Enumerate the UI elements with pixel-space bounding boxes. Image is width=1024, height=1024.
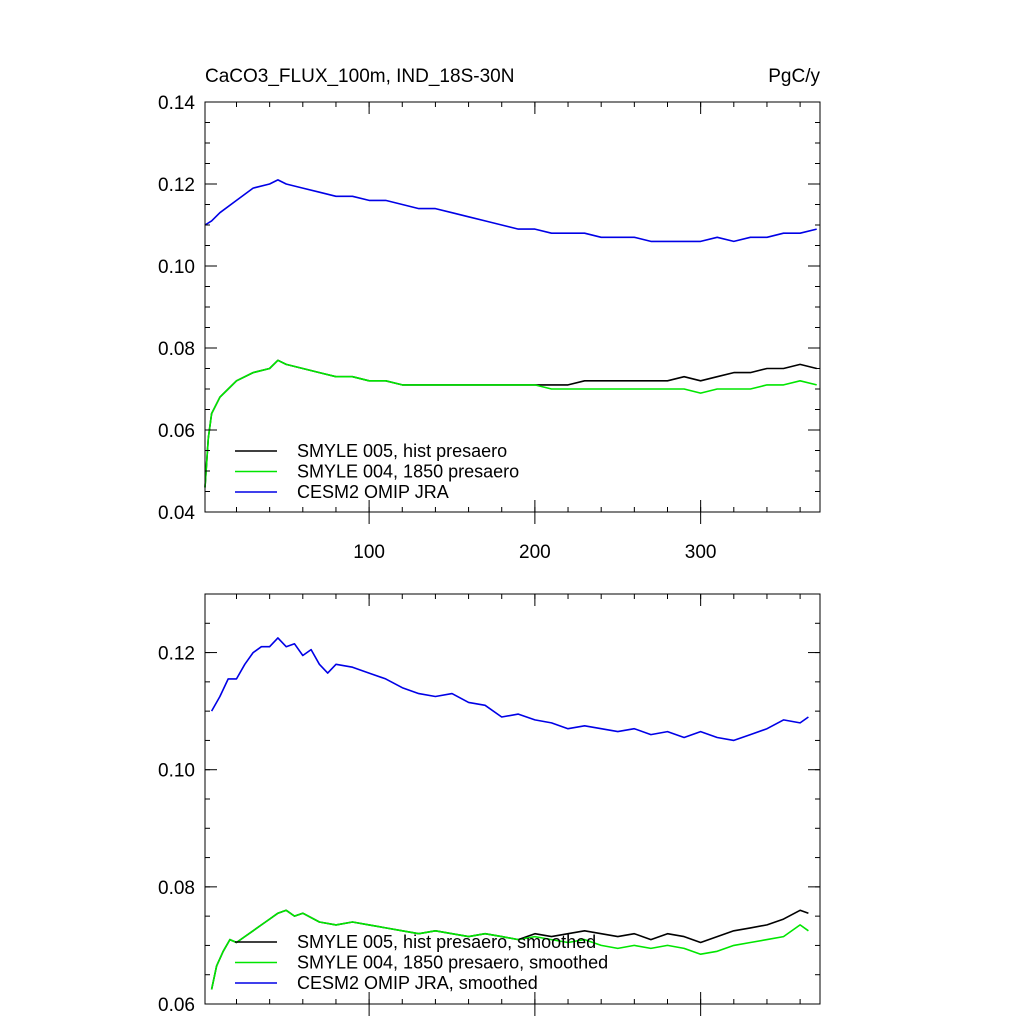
y-tick-label: 0.10 [158,257,195,278]
y-tick-label: 0.08 [158,878,195,899]
plot-frame [204,593,821,1005]
y-tick-label: 0.08 [158,339,195,360]
y-tick-label: 0.12 [158,644,195,665]
legend-label: SMYLE 005, hist presaero [297,441,507,461]
tick-layer: 0.06 0.08 0.10 0.12 [158,593,820,1016]
y-tick-label: 0.14 [158,93,195,114]
y-tick-label: 0.04 [158,503,195,524]
y-tick-label: 0.12 [158,175,195,196]
x-tick-label: 200 [519,542,551,563]
series-layer [210,637,809,990]
units-label: PgC/y [768,66,820,87]
x-tick-label: 300 [685,542,717,563]
legend-label: SMYLE 004, 1850 presaero, smoothed [297,953,608,973]
tick-layer: 0.04 0.06 0.08 0.10 0.12 0.14 100 200 300 [158,93,820,563]
chart-title: CaCO3_FLUX_100m, IND_18S-30N [205,66,514,87]
series-line [210,909,809,990]
series-line [204,359,817,488]
x-tick-label: 100 [353,542,385,563]
legend-label: CESM2 OMIP JRA, smoothed [297,973,538,993]
legend-label: CESM2 OMIP JRA [297,482,449,502]
series-layer [204,179,817,488]
y-tick-label: 0.06 [158,421,195,442]
y-tick-label: 0.10 [158,761,195,782]
smoothed-panel: 0.06 0.08 0.10 0.12 SMYLE 005, hist presaer… [158,593,821,1016]
series-line [210,637,809,742]
legend-label: SMYLE 005, hist presaero, smoothed [297,932,596,952]
legend: SMYLE 005, hist presaero, smoothedSMYLE … [235,932,608,993]
legend-label: SMYLE 004, 1850 presaero [297,462,519,482]
series-line [204,179,817,243]
plot-frame [204,101,821,513]
flux-panel: CaCO3_FLUX_100m, IND_18S-30N PgC/y 0.040… [158,66,821,563]
y-tick-label: 0.06 [158,995,195,1016]
